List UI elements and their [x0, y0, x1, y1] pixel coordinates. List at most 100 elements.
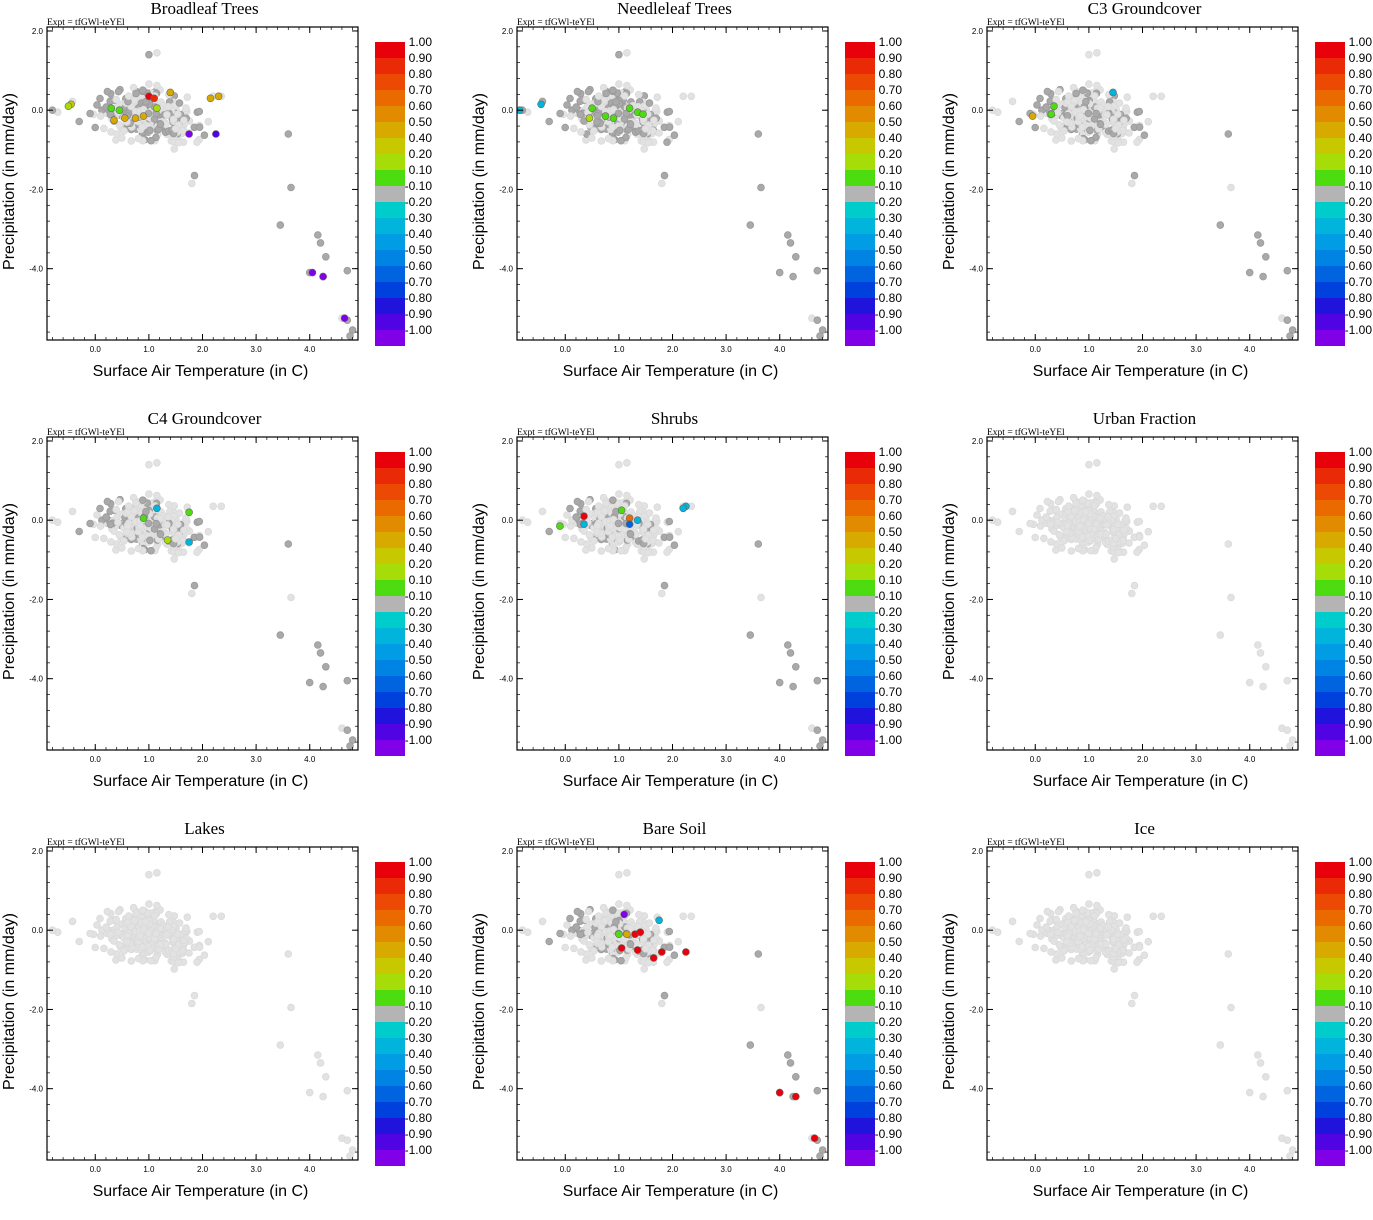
background-point — [1283, 726, 1292, 735]
data-point — [625, 104, 634, 112]
y-tick-label: -4.0 — [969, 265, 983, 274]
colorbar-swatch — [375, 1150, 405, 1166]
data-point — [791, 1092, 800, 1101]
background-point — [658, 589, 666, 598]
background-point — [813, 726, 822, 735]
background-point — [1135, 517, 1144, 526]
background-point — [287, 1003, 295, 1012]
background-point — [650, 116, 658, 125]
colorbar-swatch — [845, 1102, 875, 1118]
background-point — [209, 912, 218, 921]
background-point — [573, 907, 582, 916]
colorbar-label: -1.00 — [405, 1143, 433, 1157]
background-point — [1084, 109, 1093, 118]
panel-lakes: Lakes Expt = tfGWl-teYEl 0.0 1.0 2.0 3.0 4.0 2.… — [0, 819, 460, 1220]
background-point — [608, 943, 617, 951]
background-point — [620, 92, 629, 100]
background-point — [641, 125, 650, 133]
background-point — [658, 999, 666, 1008]
colorbar-label: -0.10 — [405, 999, 433, 1013]
colorbar-swatch — [1315, 644, 1345, 660]
background-point — [156, 924, 165, 933]
colorbar-label: 0.70 — [879, 493, 903, 507]
colorbar-swatch — [1315, 910, 1345, 926]
colorbar-label: -0.90 — [1345, 307, 1373, 321]
background-point — [545, 527, 553, 536]
background-point — [604, 134, 613, 143]
y-tick-label: -2.0 — [499, 595, 513, 604]
colorbar-label: -0.20 — [1345, 195, 1373, 209]
background-point — [287, 183, 295, 192]
y-axis-label: Precipitation (in mm/day) — [471, 503, 488, 680]
background-point — [1093, 491, 1101, 500]
background-point — [1259, 682, 1267, 691]
background-point — [566, 932, 575, 940]
background-point — [195, 927, 204, 936]
colorbar-swatch — [845, 452, 875, 468]
background-point — [674, 117, 683, 126]
background-point — [660, 581, 669, 590]
colorbar-label: 0.60 — [1349, 99, 1373, 113]
colorbar-label: 1.00 — [1349, 855, 1373, 869]
background-point — [1036, 914, 1044, 923]
background-point — [171, 125, 180, 133]
background-point — [1115, 919, 1124, 927]
background-point — [190, 171, 199, 180]
background-point — [746, 221, 755, 229]
background-point — [623, 81, 631, 90]
colorbar-label: -0.50 — [405, 1063, 433, 1077]
colorbar-label: -0.90 — [875, 1127, 903, 1141]
background-point — [1079, 496, 1087, 504]
background-point — [183, 93, 192, 101]
colorbar-label: 0.10 — [1349, 163, 1373, 177]
x-tick-label: 4.0 — [1244, 345, 1256, 354]
y-tick-label: 0.0 — [502, 516, 514, 525]
background-point — [597, 137, 606, 145]
y-tick-label: -4.0 — [969, 1085, 983, 1094]
colorbar-swatch — [1315, 990, 1345, 1006]
y-tick-label: 2.0 — [972, 27, 984, 36]
colorbar-swatch — [1315, 234, 1345, 250]
colorbar-label: -0.30 — [875, 211, 903, 225]
background-point — [132, 89, 140, 98]
colorbar-swatch — [375, 1070, 405, 1086]
background-point — [1084, 519, 1093, 528]
background-point — [655, 539, 663, 547]
colorbar-label: 0.90 — [879, 51, 903, 65]
background-point — [606, 932, 615, 940]
colorbar-swatch — [1315, 42, 1345, 58]
data-point — [121, 114, 129, 122]
colorbar-swatch — [1315, 468, 1345, 484]
colorbar-label: 0.90 — [879, 871, 903, 885]
colorbar-label: -0.20 — [875, 1015, 903, 1029]
x-tick-label: 2.0 — [667, 345, 679, 354]
colorbar-swatch — [375, 58, 405, 74]
colorbar-swatch — [1315, 1118, 1345, 1134]
background-point — [566, 522, 575, 530]
y-axis-label: Precipitation (in mm/day) — [1, 503, 18, 680]
x-axis-label: Surface Air Temperature (in C) — [1033, 1183, 1249, 1200]
colorbar-label: -0.30 — [1345, 621, 1373, 635]
y-axis-label: Precipitation (in mm/day) — [1, 93, 18, 270]
background-point — [1085, 50, 1093, 59]
colorbar-swatch — [375, 314, 405, 330]
background-point — [570, 944, 578, 953]
background-point — [1130, 581, 1139, 590]
colorbar-label: -0.90 — [875, 307, 903, 321]
background-point — [639, 935, 648, 944]
background-point — [783, 231, 792, 239]
background-point — [1072, 499, 1080, 508]
background-point — [195, 123, 204, 131]
expt-label: Expt = tfGWl-teYEl — [517, 427, 595, 438]
background-point — [1090, 92, 1099, 100]
colorbar-label: 0.80 — [409, 887, 433, 901]
background-point — [609, 925, 618, 934]
background-point — [120, 537, 128, 545]
background-point — [305, 678, 314, 687]
y-axis-label: Precipitation (in mm/day) — [941, 913, 958, 1090]
colorbar-swatch — [375, 942, 405, 958]
background-point — [68, 917, 77, 926]
background-point — [1227, 1003, 1235, 1012]
data-point — [609, 114, 618, 122]
